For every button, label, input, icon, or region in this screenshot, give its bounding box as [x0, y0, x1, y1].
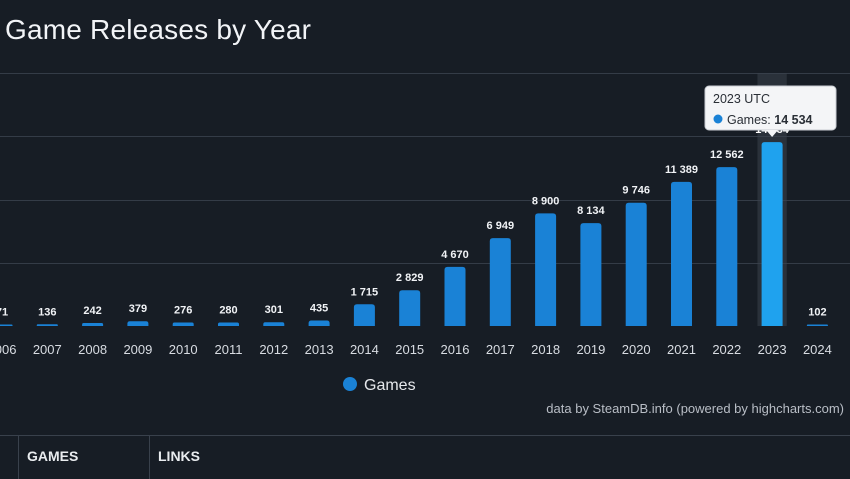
data-label-2021: 11 389 — [665, 164, 698, 176]
bar-series-games — [0, 73, 828, 326]
x-tick-label-2011: 2011 — [215, 342, 243, 357]
x-tick-label-2019: 2019 — [576, 342, 605, 357]
x-tick-label-2014: 2014 — [350, 342, 379, 357]
x-tick-label-2022: 2022 — [712, 342, 741, 357]
legend-marker-games — [343, 377, 357, 391]
bar-2019[interactable] — [580, 223, 602, 326]
bar-2023[interactable] — [761, 142, 783, 326]
data-label-2007: 136 — [38, 306, 56, 318]
data-label-2019: 8 134 — [577, 205, 605, 217]
bar-2011[interactable] — [218, 322, 239, 326]
chart-credit[interactable]: data by SteamDB.info (powered by highcha… — [546, 401, 844, 416]
table-header: GAMES LINKS — [0, 435, 850, 479]
bar-2013[interactable] — [308, 320, 330, 326]
x-tick-label-2013: 2013 — [305, 342, 334, 357]
legend-label-games: Games — [364, 377, 416, 394]
data-label-2010: 276 — [174, 305, 192, 317]
bar-chart: 71 136 242 379 276 280 301 435 1 715 2 829 4 670 6 … — [0, 73, 850, 394]
bar-2021[interactable] — [671, 181, 692, 326]
x-tick-label-2007: 2007 — [33, 342, 62, 357]
data-label-2016: 4 670 — [441, 249, 469, 261]
bar-2010[interactable] — [172, 322, 194, 326]
data-label-2011: 280 — [219, 304, 237, 316]
data-label-2009: 379 — [129, 303, 147, 315]
x-tick-label-2024: 2024 — [803, 342, 832, 357]
x-tick-label-2012: 2012 — [259, 342, 288, 357]
data-label-2024: 102 — [808, 307, 826, 319]
tooltip-series-label: Games: 14 534 — [727, 113, 813, 127]
tooltip-marker — [713, 114, 723, 124]
column-header-links[interactable]: LINKS — [149, 436, 829, 479]
bar-2017[interactable] — [489, 238, 511, 326]
bar-2024[interactable] — [806, 324, 828, 327]
x-tick-label-2017: 2017 — [486, 342, 515, 357]
data-label-2013: 435 — [310, 302, 328, 314]
x-tick-label-2023: 2023 — [758, 342, 787, 357]
bar-2016[interactable] — [444, 266, 466, 326]
data-label-2008: 242 — [83, 305, 101, 317]
bar-2007[interactable] — [36, 324, 58, 326]
x-tick-label-2015: 2015 — [395, 342, 424, 357]
data-label-2015: 2 829 — [396, 272, 424, 284]
x-tick-label-2021: 2021 — [667, 342, 696, 357]
data-label-2022: 12 562 — [710, 149, 744, 161]
data-label-2018: 8 900 — [532, 195, 560, 207]
tooltip: 2023 UTC Games: 14 534 — [704, 85, 837, 137]
data-label-2017: 6 949 — [487, 220, 515, 232]
x-axis: 2006 2007 2008 2009 2010 2011 2012 2013 2014 2015… — [0, 342, 832, 357]
data-label-2014: 1 715 — [351, 286, 379, 298]
bar-2020[interactable] — [625, 202, 647, 326]
legend-item-games[interactable]: Games — [343, 377, 416, 394]
data-label-2020: 9 746 — [622, 185, 650, 197]
x-tick-label-2008: 2008 — [78, 342, 107, 357]
bar-2012[interactable] — [263, 322, 285, 326]
tooltip-value: 14 534 — [774, 113, 812, 127]
x-tick-label-2010: 2010 — [169, 342, 198, 357]
grid-lines — [0, 73, 850, 264]
x-tick-label-2006: 2006 — [0, 342, 16, 357]
data-label-2012: 301 — [265, 304, 283, 316]
tooltip-pointer — [766, 130, 779, 137]
bar-2022[interactable] — [716, 167, 738, 326]
data-labels: 71 136 242 379 276 280 301 435 1 715 2 829 4 670 6 … — [0, 124, 827, 318]
bar-2008[interactable] — [82, 322, 104, 326]
bar-2009[interactable] — [127, 321, 149, 326]
bar-2018[interactable] — [535, 213, 557, 326]
bar-2015[interactable] — [399, 290, 421, 326]
legend[interactable]: Games — [343, 377, 416, 394]
x-tick-label-2009: 2009 — [123, 342, 152, 357]
chart-title: Game Releases by Year — [5, 14, 312, 45]
x-tick-label-2016: 2016 — [441, 342, 470, 357]
bar-2014[interactable] — [353, 304, 375, 326]
data-label-2006: 71 — [0, 307, 8, 319]
x-tick-label-2018: 2018 — [531, 342, 560, 357]
bar-2006[interactable] — [0, 324, 13, 327]
column-header-games[interactable]: GAMES — [18, 436, 149, 479]
x-tick-label-2020: 2020 — [622, 342, 651, 357]
tooltip-header: 2023 UTC — [713, 92, 770, 106]
